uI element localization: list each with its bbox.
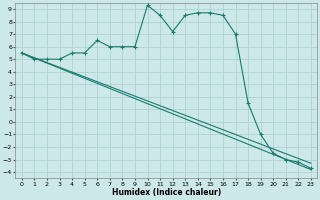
X-axis label: Humidex (Indice chaleur): Humidex (Indice chaleur) (112, 188, 221, 197)
